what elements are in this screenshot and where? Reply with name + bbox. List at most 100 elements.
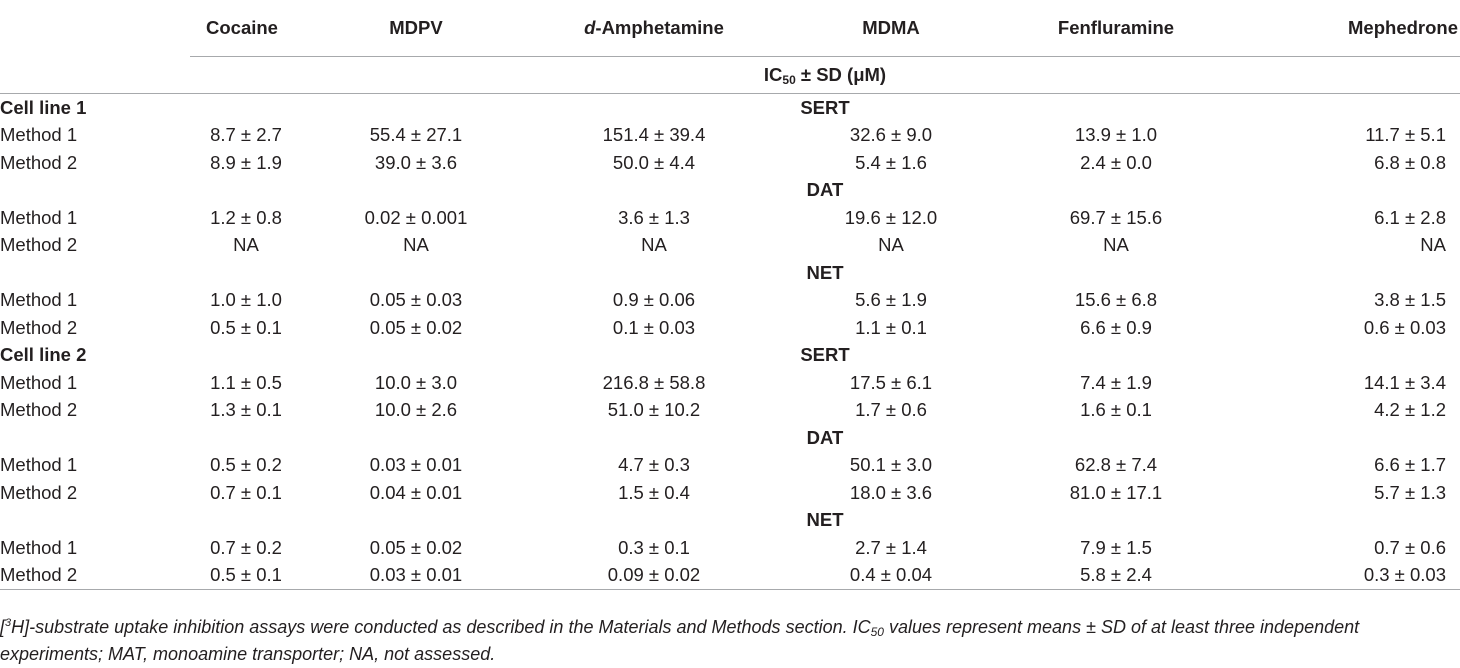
header-blank xyxy=(0,0,190,57)
ic50-value: 11.7 ± 5.1 xyxy=(1365,124,1446,146)
method-label: Method 2 xyxy=(0,151,78,173)
ic50-value: 0.05 ± 0.02 xyxy=(369,536,463,558)
method-label: Method 2 xyxy=(0,564,78,586)
drug-name: MDPV xyxy=(389,17,443,38)
transporter-label: NET xyxy=(806,261,844,283)
table-row: Method 1 0.7 ± 0.2 0.05 ± 0.02 0.3 ± 0.1 2.7… xyxy=(0,534,1460,562)
ic50-value: 10.0 ± 2.6 xyxy=(374,399,458,421)
ic50-value: 5.6 ± 1.9 xyxy=(855,289,927,311)
cell-line-label: Cell line 1 xyxy=(0,96,87,118)
ic50-value: 19.6 ± 12.0 xyxy=(844,206,938,228)
ic50-value: NA xyxy=(1420,234,1446,256)
ic50-value: 0.5 ± 0.2 xyxy=(210,454,282,476)
transporter-row: Cell line 1 SERT xyxy=(0,94,1460,122)
ic50-value: 1.3 ± 0.1 xyxy=(210,399,282,421)
ic50-value: 0.03 ± 0.01 xyxy=(369,564,463,586)
table-row: Method 2 NA NA NA NA NA NA xyxy=(0,232,1460,260)
method-label: Method 2 xyxy=(0,316,78,338)
ic50-value: 6.6 ± 0.9 xyxy=(1080,316,1152,338)
header-drug: d-Amphetamine xyxy=(530,0,778,57)
ic50-value: 0.5 ± 0.1 xyxy=(210,316,282,338)
ic50-value: 0.1 ± 0.03 xyxy=(612,316,696,338)
ic50-value: 1.0 ± 1.0 xyxy=(210,289,282,311)
table-row: Method 2 8.9 ± 1.9 39.0 ± 3.6 50.0 ± 4.4 5.4… xyxy=(0,149,1460,177)
ic50-value: 7.4 ± 1.9 xyxy=(1080,371,1152,393)
ic50-value: 0.05 ± 0.03 xyxy=(369,289,463,311)
ic50-value: 0.4 ± 0.04 xyxy=(849,564,933,586)
ic50-value: 14.1 ± 3.4 xyxy=(1363,371,1446,393)
ic50-value: 51.0 ± 10.2 xyxy=(607,399,701,421)
method-label: Method 1 xyxy=(0,371,78,393)
method-label: Method 1 xyxy=(0,536,78,558)
ic50-value: 0.04 ± 0.01 xyxy=(369,481,463,503)
header-drug: Cocaine xyxy=(190,0,302,57)
header-drug: Mephedrone xyxy=(1228,0,1460,57)
table-row: Method 2 0.5 ± 0.1 0.05 ± 0.02 0.1 ± 0.03 1.… xyxy=(0,314,1460,342)
header-drug: MDMA xyxy=(778,0,1004,57)
ic50-value: 0.05 ± 0.02 xyxy=(369,316,463,338)
table-row: Method 1 0.5 ± 0.2 0.03 ± 0.01 4.7 ± 0.3 50.… xyxy=(0,452,1460,480)
ic50-value: 5.4 ± 1.6 xyxy=(855,151,927,173)
method-label: Method 1 xyxy=(0,454,78,476)
ic50-value: 216.8 ± 58.8 xyxy=(602,371,706,393)
ic50-value: 0.09 ± 0.02 xyxy=(607,564,701,586)
transporter-row: DAT xyxy=(0,177,1460,205)
ic50-value: 2.4 ± 0.0 xyxy=(1080,151,1152,173)
unit-label: IC50 ± SD (μM) xyxy=(190,56,1460,94)
unit-row: IC50 ± SD (μM) xyxy=(0,56,1460,94)
unit-blank xyxy=(0,57,190,94)
ic50-value: 18.0 ± 3.6 xyxy=(849,481,933,503)
ic50-value: 6.1 ± 2.8 xyxy=(1374,206,1446,228)
method-label: Method 2 xyxy=(0,234,78,256)
ic50-value: 5.7 ± 1.3 xyxy=(1374,481,1446,503)
table-row: Method 1 1.1 ± 0.5 10.0 ± 3.0 216.8 ± 58.8 1… xyxy=(0,369,1460,397)
table-bottom-rule xyxy=(0,589,1460,590)
ic50-value: 4.7 ± 0.3 xyxy=(618,454,690,476)
method-label: Method 1 xyxy=(0,206,78,228)
method-label: Method 1 xyxy=(0,289,78,311)
ic50-value: NA xyxy=(1103,234,1129,256)
cell-line-label xyxy=(0,424,190,452)
ic50-value: 5.8 ± 2.4 xyxy=(1080,564,1152,586)
ic50-value: 0.6 ± 0.03 xyxy=(1363,316,1446,338)
ic50-value: 3.6 ± 1.3 xyxy=(618,206,690,228)
ic50-value: 0.7 ± 0.6 xyxy=(1374,536,1446,558)
ic50-value: 1.7 ± 0.6 xyxy=(855,399,927,421)
header-drug: MDPV xyxy=(302,0,530,57)
ic50-value: NA xyxy=(878,234,904,256)
ic50-value: 69.7 ± 15.6 xyxy=(1069,206,1163,228)
method-label: Method 2 xyxy=(0,481,78,503)
transporter-row: Cell line 2 SERT xyxy=(0,342,1460,370)
ic50-value: 0.3 ± 0.1 xyxy=(618,536,690,558)
table-row: Method 1 8.7 ± 2.7 55.4 ± 27.1 151.4 ± 39.4… xyxy=(0,122,1460,150)
transporter-row: NET xyxy=(0,259,1460,287)
ic50-value: 1.5 ± 0.4 xyxy=(618,481,690,503)
cell-line-label xyxy=(0,507,190,535)
drug-name: Fenfluramine xyxy=(1057,17,1175,38)
ic50-value: 151.4 ± 39.4 xyxy=(602,124,706,146)
ic50-value: 0.7 ± 0.1 xyxy=(210,481,282,503)
table-bottom-rule-cell xyxy=(0,589,1460,590)
ic50-value: 62.8 ± 7.4 xyxy=(1074,454,1158,476)
ic50-value: 39.0 ± 3.6 xyxy=(374,151,458,173)
method-label: Method 2 xyxy=(0,399,78,421)
method-label: Method 1 xyxy=(0,124,78,146)
ic50-value: 50.1 ± 3.0 xyxy=(849,454,933,476)
transporter-label: NET xyxy=(806,509,844,531)
ic50-value: 8.9 ± 1.9 xyxy=(210,151,282,173)
table-row: Method 2 0.5 ± 0.1 0.03 ± 0.01 0.09 ± 0.02 0… xyxy=(0,562,1460,590)
cell-line-label: Cell line 2 xyxy=(0,344,87,366)
ic50-value: 1.6 ± 0.1 xyxy=(1080,399,1152,421)
ic50-value: 0.03 ± 0.01 xyxy=(369,454,463,476)
transporter-label: SERT xyxy=(800,96,850,118)
cell-line-label xyxy=(0,177,190,205)
ic50-value: 1.1 ± 0.5 xyxy=(210,371,282,393)
ic50-value: 13.9 ± 1.0 xyxy=(1074,124,1158,146)
ic50-value: 1.1 ± 0.1 xyxy=(855,316,927,338)
ic50-value: 3.8 ± 1.5 xyxy=(1374,289,1446,311)
transporter-row: DAT xyxy=(0,424,1460,452)
ic50-value: 10.0 ± 3.0 xyxy=(374,371,458,393)
header-drug: Fenfluramine xyxy=(1004,0,1228,57)
table-row: Method 1 1.0 ± 1.0 0.05 ± 0.03 0.9 ± 0.06 5.… xyxy=(0,287,1460,315)
ic50-value: 6.8 ± 0.8 xyxy=(1374,151,1446,173)
